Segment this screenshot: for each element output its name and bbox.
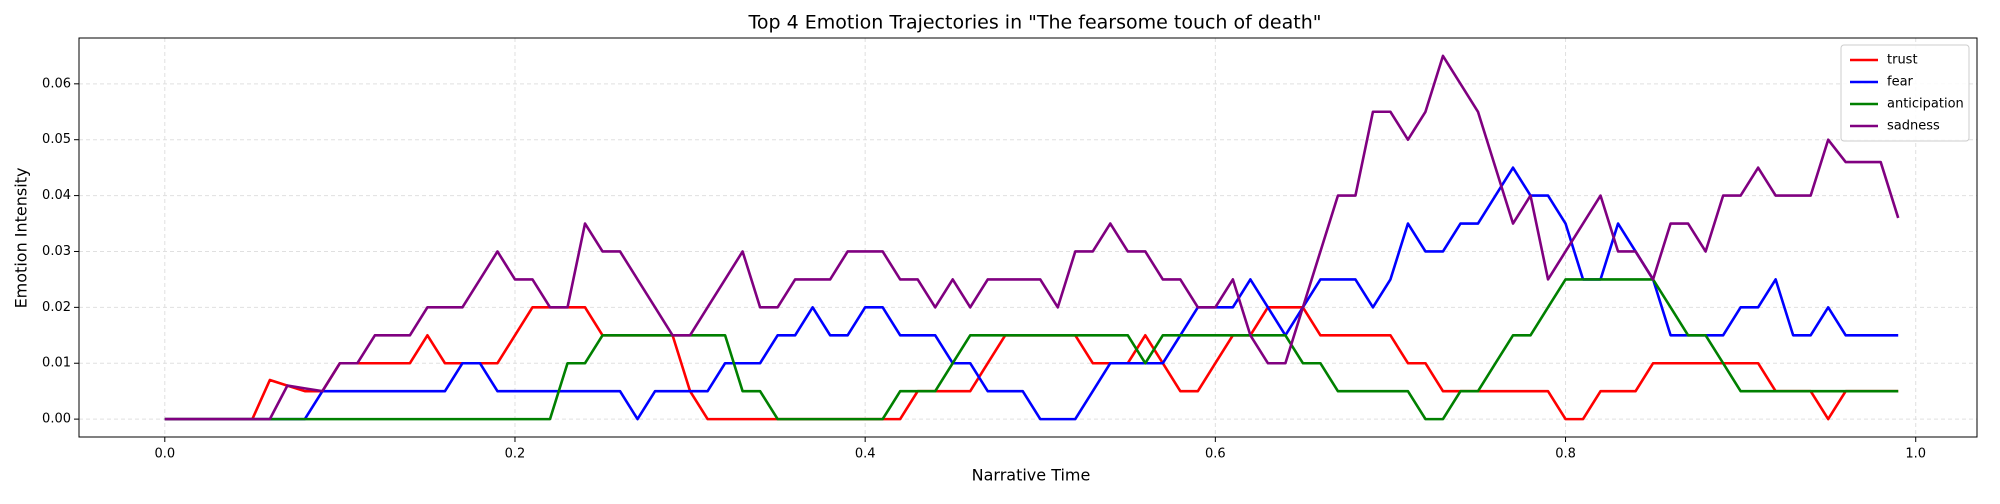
y-axis-label: Emotion Intensity	[12, 168, 31, 309]
legend-label: fear	[1887, 75, 1914, 90]
x-tick-label: 0.4	[855, 447, 876, 462]
series-line	[164, 54, 1900, 421]
x-tick-label: 0.8	[1555, 447, 1576, 462]
y-tick-label: 0.03	[42, 244, 71, 259]
legend-box	[1840, 44, 1970, 142]
y-tick-label: 0.01	[42, 356, 71, 371]
x-tick-label: 0.6	[1205, 447, 1226, 462]
y-tick-label: 0.06	[42, 76, 71, 91]
legend: trust fear anticipation sadness	[1840, 44, 1970, 142]
grid	[79, 38, 1977, 437]
y-tick-label: 0.02	[42, 300, 71, 315]
series-line	[164, 278, 1899, 421]
legend-label: sadness	[1887, 119, 1940, 134]
x-axis-label: Narrative Time	[972, 466, 1091, 485]
plot-frame	[78, 37, 1978, 438]
series-line	[164, 166, 1899, 421]
x-tick-label: 0.2	[505, 447, 526, 462]
legend-label: trust	[1887, 53, 1918, 68]
y-tick-label: 0.00	[42, 412, 71, 427]
chart-title: Top 4 Emotion Trajectories in "The fears…	[748, 12, 1322, 34]
y-tick-label: 0.04	[42, 188, 71, 203]
y-tick-label: 0.05	[42, 132, 71, 147]
x-tick-label: 1.0	[1905, 447, 1926, 462]
legend-label: anticipation	[1887, 97, 1964, 112]
x-tick-label: 0.0	[154, 447, 175, 462]
